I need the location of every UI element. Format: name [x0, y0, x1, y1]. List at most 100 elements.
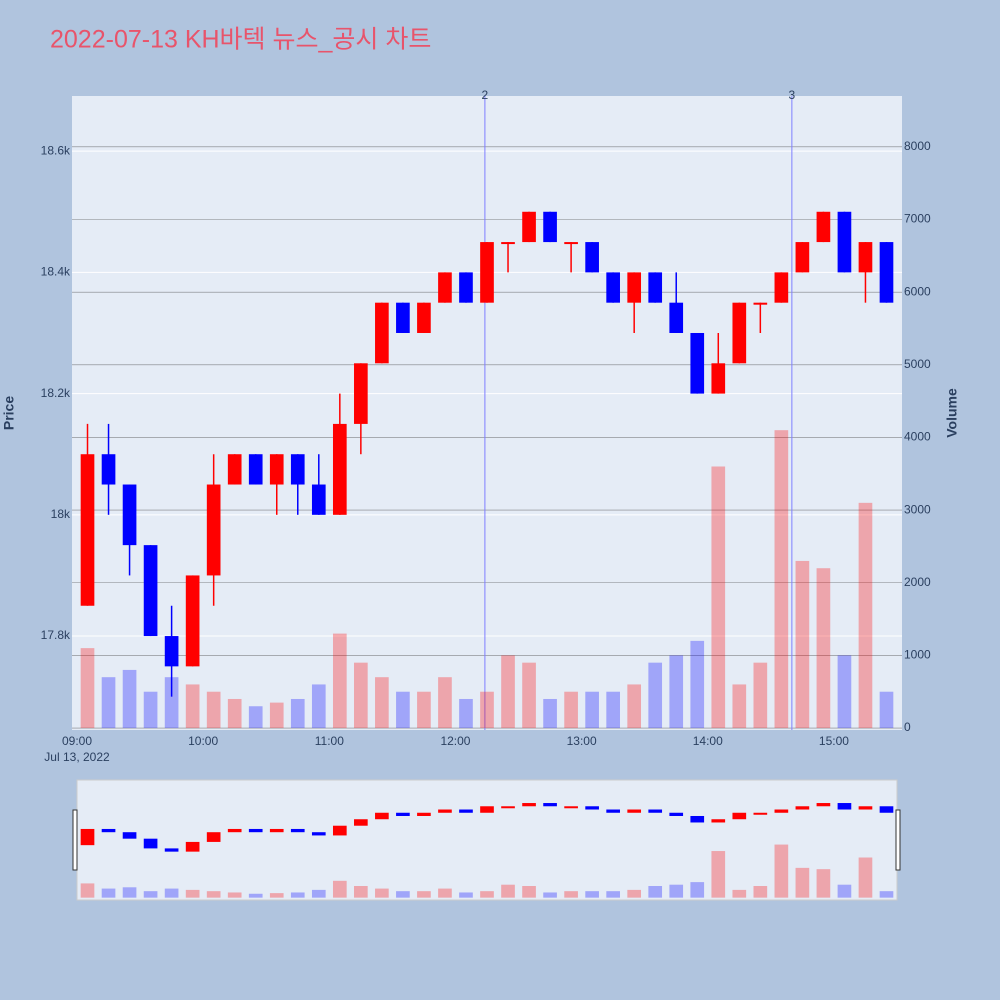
slider-volume [206, 891, 221, 898]
slider-candle [501, 806, 515, 809]
volume-bar [396, 691, 410, 729]
slider-volume [522, 885, 536, 898]
y-axis-title: Price [1, 396, 17, 430]
slider-candle [80, 828, 95, 846]
volume-bar [732, 684, 747, 729]
slider-candle [669, 812, 684, 816]
slider-candle [185, 841, 200, 852]
x-tick-label: 14:00 [693, 734, 723, 748]
volume-bar [858, 502, 873, 729]
y2-tick-label: 4000 [904, 430, 931, 444]
slider-candle [248, 828, 263, 833]
slider-volume [375, 888, 389, 898]
y2-tick-label: 1000 [904, 648, 931, 662]
slider-candle [795, 806, 810, 810]
slider-volume [858, 857, 873, 898]
x-tick-label: 15:00 [819, 734, 849, 748]
candle-body [185, 575, 200, 667]
slider-volume [417, 891, 431, 898]
slider-candle [290, 828, 305, 833]
volume-bar [185, 684, 200, 729]
candle-body [164, 636, 179, 667]
slider-volume [164, 888, 179, 898]
volume-bar [417, 691, 431, 729]
candle-body [753, 302, 768, 305]
y2-axis-title: Volume [944, 388, 960, 438]
volume-bar [354, 662, 368, 729]
slider-candle [311, 832, 326, 836]
volume-bar [585, 691, 599, 729]
y2-tick-label: 6000 [904, 284, 931, 298]
slider-volume [564, 891, 578, 898]
volume-bar [648, 662, 663, 729]
candle-body [627, 272, 642, 303]
slider-volume [648, 885, 663, 898]
slider-volume [269, 893, 284, 898]
volume-bar [206, 691, 221, 729]
y-tick-label: 18k [51, 507, 71, 521]
candle-body [606, 272, 620, 303]
volume-bar [438, 677, 452, 729]
slider-volume [774, 844, 789, 898]
slider-volume [795, 867, 810, 898]
slider-volume [837, 884, 852, 898]
candle-body [480, 242, 494, 303]
slider-candle [164, 848, 179, 852]
candle-body [459, 272, 473, 303]
volume-bar [837, 655, 852, 729]
chart-title: 2022-07-13 KH바텍 뉴스_공시 차트 [50, 26, 431, 54]
candle-body [438, 272, 452, 303]
slider-volume [227, 892, 242, 898]
candle-body [732, 302, 747, 364]
news-label: 2 [482, 88, 489, 102]
candle-body [396, 302, 410, 333]
slider-volume [354, 885, 368, 898]
y2-tick-label: 8000 [904, 139, 931, 153]
volume-bar [795, 560, 810, 729]
volume-bar [669, 655, 684, 729]
volume-bar [606, 691, 620, 729]
slider-volume [816, 869, 831, 898]
slider-candle [417, 812, 431, 816]
y2-tick-label: 5000 [904, 357, 931, 371]
volume-bar [311, 684, 326, 729]
slider-candle [101, 828, 116, 833]
slider-volume [501, 884, 515, 898]
volume-bar [501, 655, 515, 729]
slider-volume [143, 891, 158, 898]
slider-candle [375, 812, 389, 820]
volume-bar [459, 698, 473, 729]
slider-candle [837, 803, 852, 810]
volume-bar [80, 648, 95, 729]
candle-body [522, 211, 536, 243]
range-handle[interactable] [72, 809, 78, 871]
volume-bar [543, 698, 557, 729]
slider-candle [753, 812, 768, 815]
slider-volume [543, 892, 557, 898]
slider-candle [269, 828, 284, 833]
slider-volume [185, 889, 200, 898]
volume-bar [101, 677, 116, 729]
slider-volume [459, 892, 473, 898]
range-slider[interactable] [76, 779, 898, 901]
volume-bar [564, 691, 578, 729]
candle-body [585, 242, 599, 273]
x-tick-label: 10:00 [188, 734, 218, 748]
y-tick-label: 18.2k [41, 386, 71, 400]
candle-body [501, 242, 515, 245]
slider-candle [627, 809, 642, 813]
range-handle[interactable] [895, 809, 901, 871]
news-label: 3 [789, 88, 796, 102]
slider-volume [101, 888, 116, 898]
slider-candle [816, 803, 831, 807]
slider-candle [459, 809, 473, 813]
volume-bar [269, 702, 284, 729]
slider-volume [438, 888, 452, 898]
candle-body [879, 242, 894, 303]
slider-volume [248, 893, 263, 898]
slider-candle [206, 832, 221, 842]
slider-candle [732, 812, 747, 820]
volume-bar [627, 684, 642, 729]
slider-candle [858, 806, 873, 810]
